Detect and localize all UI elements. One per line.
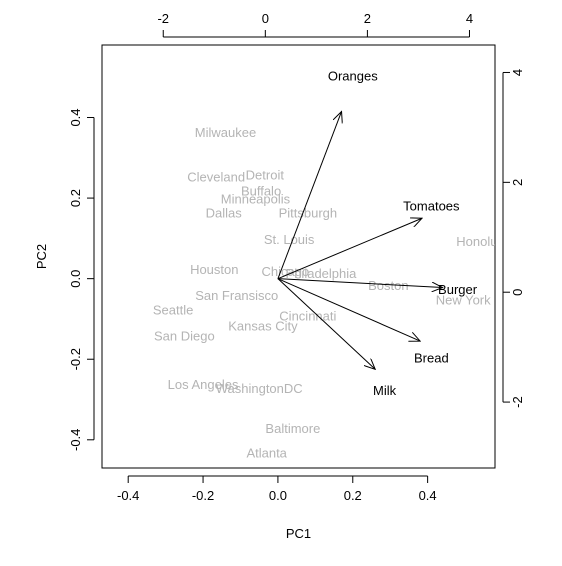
observation-label: New York [436,292,491,307]
loading-arrow [277,278,375,370]
y-tick-label: -0.4 [68,429,83,451]
top-tick-label: -2 [157,11,169,26]
top-tick-label: 0 [262,11,269,26]
x-tick-label: -0.4 [117,488,139,503]
top-tick-label: 4 [466,11,473,26]
observation-label: Houston [190,262,238,277]
top-tick-label: 2 [364,11,371,26]
y-tick-label: -0.2 [68,348,83,370]
plot-frame [101,44,496,469]
x-tick-label: -0.2 [192,488,214,503]
loading-arrow [277,278,443,288]
y-axis-title: PC2 [34,244,49,269]
observation-label: San Fransisco [195,288,278,303]
observation-label: Philadelphia [286,266,358,281]
observation-label: Los Angeles [168,377,239,392]
observation-label: Milwaukee [195,125,256,140]
x-tick-label: 0.0 [269,488,287,503]
loading-arrow [277,218,422,280]
observation-label: Minneapolis [221,192,291,207]
right-tick-label: 4 [510,69,525,76]
observation-label: Baltimore [265,421,320,436]
variable-label: Tomatoes [403,198,460,213]
x-tick-label: 0.2 [344,488,362,503]
right-tick-label: -2 [510,396,525,408]
observation-label: Cleveland [187,169,245,184]
x-tick-label: 0.4 [419,488,437,503]
observation-label: Chicago [262,264,310,279]
x-axis-title: PC1 [286,526,311,541]
right-tick-label: 0 [510,289,525,296]
observation-label: Atlanta [246,445,287,460]
variable-label: Bread [414,351,449,366]
observation-label: St. Louis [264,232,315,247]
observation-label: Pittsburgh [279,206,338,221]
observation-label: WashingtonDC [216,381,303,396]
observation-label: Seattle [153,302,193,317]
loading-arrow [277,278,420,341]
observation-label: Buffalo [241,183,281,198]
observation-label: Boston [368,278,408,293]
observation-label: San Diego [154,329,215,344]
observation-label: Kansas City [228,318,298,333]
y-tick-label: 0.0 [68,270,83,288]
observation-label: Honolulu [456,234,507,249]
loading-arrow [277,111,342,279]
observation-label: Detroit [246,167,285,182]
variable-label: Oranges [328,69,378,84]
variable-label: Milk [373,383,397,398]
right-tick-label: 2 [510,179,525,186]
observation-label: Dallas [206,206,243,221]
y-tick-label: 0.2 [68,189,83,207]
variable-label: Burger [438,282,478,297]
y-tick-label: 0.4 [68,108,83,126]
